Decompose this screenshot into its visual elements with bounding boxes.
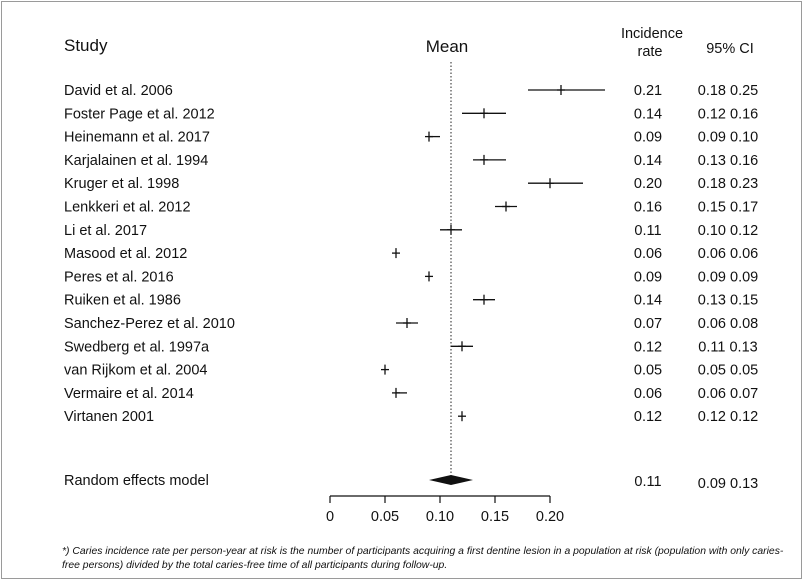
study-label: Peres et al. 2016: [64, 269, 174, 285]
rate-value: 0.14: [634, 293, 662, 309]
study-label: Kruger et al. 1998: [64, 176, 179, 192]
header-ci: 95% CI: [706, 41, 754, 57]
rate-value: 0.07: [634, 316, 662, 332]
rate-value: 0.20: [634, 176, 662, 192]
forest-plot: Study Mean Incidence rate 95% CI David e…: [64, 26, 758, 525]
ci-value: 0.06 0.07: [698, 386, 758, 402]
study-label: Sanchez-Perez et al. 2010: [64, 316, 235, 332]
x-tick-label: 0: [326, 509, 334, 525]
ci-value: 0.09 0.10: [698, 130, 758, 146]
x-tick-label: 0.20: [536, 509, 564, 525]
ci-value: 0.05 0.05: [698, 363, 758, 379]
rate-value: 0.06: [634, 386, 662, 402]
rate-value: 0.05: [634, 363, 662, 379]
ci-value: 0.15 0.17: [698, 200, 758, 216]
rate-value: 0.14: [634, 153, 662, 169]
study-label: Swedberg et al. 1997a: [64, 339, 210, 355]
rate-value: 0.12: [634, 409, 662, 425]
header-mean: Mean: [426, 37, 469, 56]
forest-marks: David et al. 2006 0.21 0.18 0.25 Foster Pag…: [64, 62, 758, 492]
study-label: David et al. 2006: [64, 83, 173, 99]
ci-value: 0.13 0.15: [698, 293, 758, 309]
ci-value: 0.18 0.25: [698, 83, 758, 99]
study-label: Masood et al. 2012: [64, 246, 187, 262]
study-label: Lenkkeri et al. 2012: [64, 200, 191, 216]
rate-value: 0.14: [634, 106, 662, 122]
rate-value: 0.21: [634, 83, 662, 99]
rate-value: 0.11: [634, 223, 661, 239]
header-study: Study: [64, 36, 108, 55]
study-label: Foster Page et al. 2012: [64, 106, 215, 122]
ci-value: 0.18 0.23: [698, 176, 758, 192]
rate-value: 0.09: [634, 130, 662, 146]
x-tick-label: 0.05: [371, 509, 399, 525]
summary-label: Random effects model: [64, 473, 209, 489]
study-label: van Rijkom et al. 2004: [64, 363, 207, 379]
ci-value: 0.09 0.09: [698, 269, 758, 285]
study-label: Vermaire et al. 2014: [64, 386, 194, 402]
study-label: Heinemann et al. 2017: [64, 130, 210, 146]
ci-value: 0.06 0.06: [698, 246, 758, 262]
x-tick-label: 0.10: [426, 509, 454, 525]
ci-value: 0.12 0.12: [698, 409, 758, 425]
header-incidence: Incidence: [621, 26, 683, 42]
rate-value: 0.06: [634, 246, 662, 262]
header-rate: rate: [638, 44, 663, 60]
x-tick-label: 0.15: [481, 509, 509, 525]
ci-value: 0.06 0.08: [698, 316, 758, 332]
ci-value: 0.13 0.16: [698, 153, 758, 169]
summary-diamond: [429, 475, 473, 485]
ci-value: 0.10 0.12: [698, 223, 758, 239]
rate-value: 0.09: [634, 269, 662, 285]
study-label: Virtanen 2001: [64, 409, 154, 425]
ci-value: 0.12 0.16: [698, 106, 758, 122]
ci-value: 0.11 0.13: [698, 339, 757, 355]
study-label: Li et al. 2017: [64, 223, 147, 239]
rate-value: 0.12: [634, 339, 662, 355]
rate-value: 0.16: [634, 200, 662, 216]
study-label: Karjalainen et al. 1994: [64, 153, 208, 169]
study-label: Ruiken et al. 1986: [64, 293, 181, 309]
summary-rate: 0.11: [634, 474, 661, 490]
x-axis: 0 0.05 0.10 0.15 0.20: [326, 495, 564, 525]
summary-ci: 0.09 0.13: [698, 476, 758, 492]
footnote: *) Caries incidence rate per person-year…: [62, 546, 784, 571]
